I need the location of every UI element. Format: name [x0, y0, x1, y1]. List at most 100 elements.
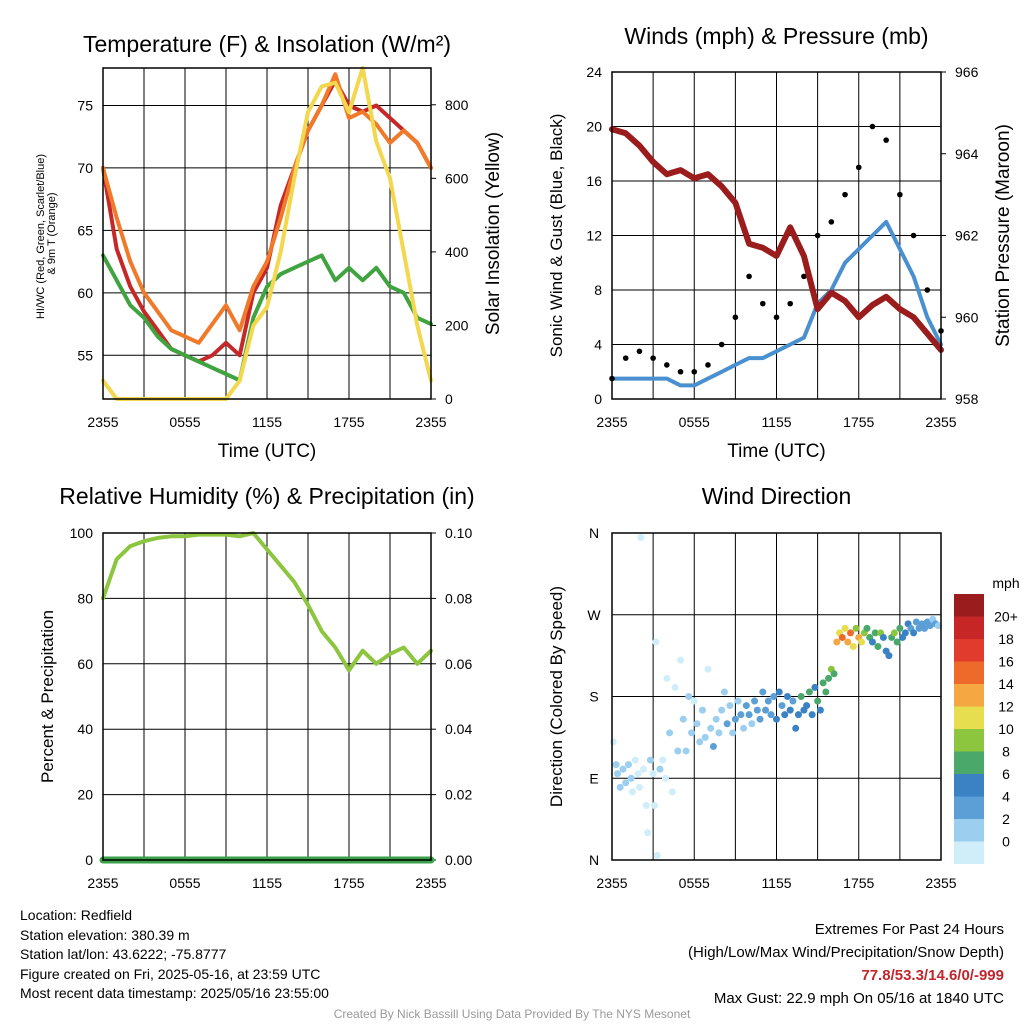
direction-point — [879, 633, 887, 641]
winds-gust-point — [677, 368, 684, 375]
direction-point — [679, 715, 687, 723]
direction-point — [685, 693, 693, 700]
winds-xtick-label: 2355 — [925, 414, 956, 430]
legend-swatch — [954, 796, 984, 819]
humidity-y2tick-label: 0.10 — [445, 525, 472, 541]
direction-point — [789, 697, 797, 705]
humidity-ylabel: Percent & Precipitation — [38, 610, 57, 783]
direction-point — [690, 697, 698, 705]
direction-ytick-label: W — [587, 607, 601, 623]
direction-point — [792, 724, 800, 732]
temperature-ytick-label: 55 — [77, 347, 93, 363]
direction-point — [644, 829, 652, 837]
legend-swatch — [954, 819, 984, 842]
winds-title: Winds (mph) & Pressure (mb) — [624, 23, 928, 49]
winds-ytick-label: 16 — [586, 173, 602, 189]
direction-point — [773, 715, 780, 723]
direction-ytick-label: S — [589, 689, 598, 705]
winds-gust-point — [718, 341, 725, 348]
legend-swatch — [954, 751, 984, 774]
humidity-ytick-label: 80 — [77, 590, 93, 606]
max-gust: Max Gust: 22.9 mph On 05/16 at 1840 UTC — [713, 990, 1004, 1007]
direction-point — [783, 693, 791, 700]
direction-point — [896, 624, 904, 632]
temperature-y2tick-label: 800 — [445, 97, 469, 113]
direction-point — [767, 711, 775, 719]
temperature-xtick-label: 0555 — [169, 414, 200, 430]
direction-xtick-label: 0555 — [679, 875, 710, 891]
direction-point — [797, 693, 805, 700]
winds-gust-point — [622, 355, 629, 361]
legend-swatch — [954, 774, 984, 797]
direction-point — [816, 706, 824, 714]
humidity-xtick-label: 2355 — [415, 875, 446, 891]
winds-gust-point — [910, 232, 917, 239]
humidity-ytick-label: 20 — [77, 787, 93, 803]
direction-point — [634, 770, 642, 778]
direction-point — [661, 774, 669, 782]
temperature-ytick-label: 60 — [77, 285, 93, 301]
direction-point — [652, 638, 660, 646]
direction-xtick-label: 2355 — [925, 875, 956, 891]
legend-swatch — [954, 616, 984, 639]
winds-y2label: Station Pressure (Maroon) — [993, 124, 1014, 347]
legend-swatch — [954, 706, 984, 729]
direction-point — [775, 688, 783, 696]
temperature-series-9m-t — [101, 72, 433, 345]
direction-point — [822, 688, 830, 696]
direction-point — [893, 638, 901, 646]
humidity-ytick-label: 0 — [85, 852, 93, 868]
winds-gust-point — [773, 314, 780, 321]
winds-y2tick-label: 964 — [955, 146, 979, 162]
temperature-y2label: Solar Insolation (Yellow) — [483, 132, 504, 335]
temperature-xlabel: Time (UTC) — [218, 441, 317, 462]
humidity-y2tick-label: 0.00 — [445, 852, 472, 868]
winds-ytick-label: 24 — [586, 64, 602, 80]
direction-point — [778, 702, 786, 710]
direction-point — [786, 706, 794, 714]
direction-point — [720, 688, 728, 696]
direction-point — [649, 770, 657, 778]
direction-point — [709, 742, 717, 750]
direction-point — [693, 720, 701, 728]
direction-point — [704, 665, 712, 673]
legend-label: 20+ — [994, 609, 1018, 625]
winds-gust-point — [924, 287, 931, 293]
temperature-y2tick-label: 400 — [445, 244, 469, 260]
direction-xtick-label: 1755 — [843, 875, 874, 891]
winds-ytick-label: 0 — [594, 391, 602, 407]
direction-point — [756, 715, 764, 723]
direction-point — [819, 679, 827, 687]
direction-ytick-label: N — [589, 852, 599, 868]
direction-point — [805, 688, 813, 696]
direction-point — [698, 706, 706, 714]
winds-gust-point — [691, 368, 698, 375]
temperature-xtick-label: 2355 — [415, 414, 446, 430]
humidity-y2tick-label: 0.08 — [445, 590, 472, 606]
temperature-ytick-label: 75 — [77, 97, 93, 113]
legend-label: 0 — [1002, 834, 1010, 850]
direction-point — [921, 624, 929, 632]
direction-point — [811, 683, 819, 691]
humidity-y2tick-label: 0.02 — [445, 787, 472, 803]
direction-point — [666, 729, 674, 737]
winds-frame — [611, 71, 942, 400]
temperature-y2tick-label: 600 — [445, 170, 469, 186]
humidity-title: Relative Humidity (%) & Precipitation (i… — [59, 483, 474, 509]
direction-point — [616, 783, 624, 791]
humidity-ytick-label: 100 — [70, 525, 94, 541]
station-location: Location: Redfield — [20, 907, 133, 923]
winds-gust-point — [636, 348, 643, 355]
direction-point — [852, 624, 860, 632]
winds-gust-point — [828, 219, 835, 225]
direction-point — [838, 633, 846, 641]
direction-point — [663, 674, 671, 682]
legend-title: mph — [992, 575, 1019, 591]
extremes-title: Extremes For Past 24 Hours — [814, 921, 1004, 938]
direction-point — [814, 697, 822, 705]
station-info: Location: Redfield Station elevation: 38… — [20, 906, 329, 1004]
direction-point — [803, 702, 811, 710]
extremes-panel: Extremes For Past 24 Hours (High/Low/Max… — [688, 918, 1004, 1010]
direction-point — [624, 761, 632, 769]
direction-point — [729, 729, 737, 737]
